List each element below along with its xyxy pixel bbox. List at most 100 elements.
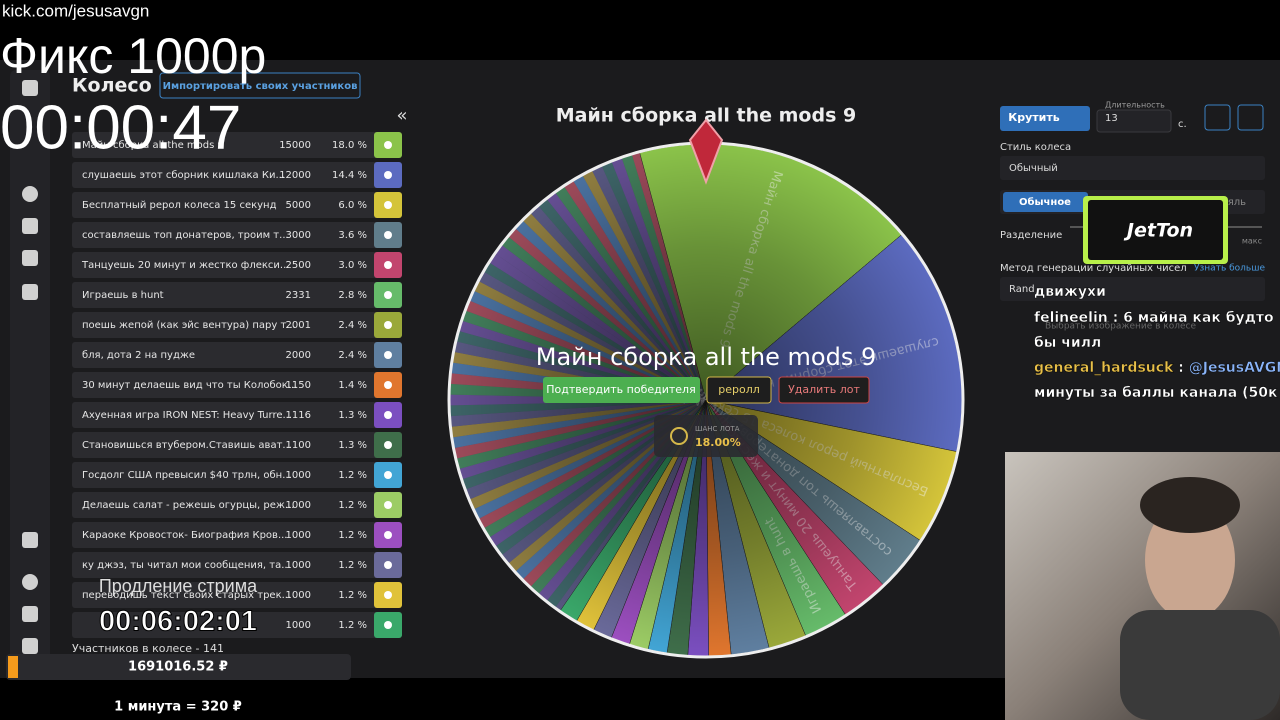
- style-select[interactable]: [1000, 156, 1265, 180]
- lot-amount: 5000: [286, 200, 311, 211]
- chat-user: general_hardsuck: [1034, 360, 1174, 376]
- pointer: [688, 118, 724, 185]
- delete-button[interactable]: [778, 376, 870, 404]
- lot-chance: 2.8 %: [338, 290, 367, 301]
- lot-row: [72, 522, 402, 548]
- chance-icon: [670, 427, 688, 445]
- chat: движухи felineelin : 6 майна как будто б…: [1034, 284, 1280, 401]
- lot-row: [72, 432, 402, 458]
- music-button[interactable]: [1237, 104, 1264, 131]
- extension-title: Продление стрима: [99, 576, 258, 596]
- lot-amount: 1000: [286, 530, 311, 541]
- lot-bulb: [384, 471, 392, 479]
- tab-label: Обычное: [1019, 196, 1071, 208]
- rng-select[interactable]: [1000, 277, 1265, 301]
- wheel-shade: [450, 144, 962, 656]
- extension-timer: 00:06:02:01: [99, 606, 257, 638]
- chat-text: 6 майна как будто: [1123, 310, 1274, 326]
- lot-bulb: [384, 621, 392, 629]
- total: 1691016.52 ₽: [128, 660, 228, 675]
- lot-name: Майн сборка all the mods 9: [82, 140, 224, 151]
- lot-name: Становишься втубером.Ставишь ават...: [82, 440, 292, 451]
- lot-chance: 1.3 %: [338, 440, 367, 451]
- webcam-body: [1120, 610, 1280, 720]
- lot-chance: 6.0 %: [338, 200, 367, 211]
- lot-chance: 2.4 %: [338, 320, 367, 331]
- lot-row: [72, 462, 402, 488]
- chance-box: [654, 415, 758, 457]
- icon[interactable]: [22, 218, 38, 234]
- lot-amount: 1100: [286, 440, 311, 451]
- confirm-button[interactable]: [543, 377, 700, 403]
- split-max: макс: [1242, 237, 1262, 246]
- icon[interactable]: [22, 574, 38, 590]
- lot-amount: 2000: [286, 350, 311, 361]
- lot-chance: 1.2 %: [338, 530, 367, 541]
- chat-message: движухи: [1034, 284, 1106, 300]
- icon[interactable]: [22, 250, 38, 266]
- ad-text: JetTon: [1123, 220, 1193, 242]
- lot-name: Госдолг США превысил $40 трлн, обн...: [82, 470, 292, 481]
- style-label: Стиль колеса: [1000, 142, 1071, 153]
- lot-row: [72, 192, 402, 218]
- split-label: Разделение: [1000, 230, 1062, 241]
- lot-amount: 15000: [279, 140, 311, 151]
- icon[interactable]: [22, 532, 38, 548]
- participants: Участников в колесе - 141: [72, 642, 224, 655]
- chance-title: ШАНС ЛОТА: [695, 425, 740, 433]
- icon[interactable]: [22, 186, 38, 202]
- lot-bulb: [384, 411, 392, 419]
- lot-bulb: [384, 501, 392, 509]
- lot-amount: 1000: [286, 500, 311, 511]
- lot-bulb: [384, 321, 392, 329]
- lot-name: Бесплатный рерол колеса 15 секунд: [82, 200, 277, 211]
- lot-bulb: [384, 171, 392, 179]
- icon[interactable]: [22, 284, 38, 300]
- chat-message: felineelin : 6 майна как будто бы чилл: [1034, 310, 1279, 351]
- lot-amount: 1000: [286, 620, 311, 631]
- rate: 1 минута = 320 ₽: [114, 700, 242, 715]
- lot-row: [72, 222, 402, 248]
- icon[interactable]: [22, 638, 38, 654]
- lot-bulb: [384, 351, 392, 359]
- confirm-label: Подтвердить победителя: [546, 383, 695, 396]
- lot-name: ку джэз, ты читал мои сообщения, та...: [82, 560, 291, 571]
- lot-row: [72, 162, 402, 188]
- lot-row: [72, 552, 402, 578]
- lot-row: [72, 372, 402, 398]
- dice-button[interactable]: [1204, 104, 1231, 131]
- panel-title: Колесо: [72, 75, 152, 97]
- learn-more[interactable]: Узнать больше: [1194, 264, 1265, 274]
- lot-row: [72, 612, 402, 638]
- rng-label: Метод генерации случайных чисел: [1000, 263, 1187, 274]
- lot-row: [72, 282, 402, 308]
- lot-bulb: [384, 441, 392, 449]
- lot-chance: 1.2 %: [338, 620, 367, 631]
- chat-separator: :: [1178, 360, 1184, 376]
- tab-active[interactable]: [1003, 192, 1088, 212]
- lot-row: [72, 582, 402, 608]
- lot-chance: 1.2 %: [338, 560, 367, 571]
- chat-text-wrap: минуты за баллы канала (50к - 2минуты): [1034, 385, 1280, 401]
- chat-text-wrap: бы чилл: [1034, 335, 1101, 351]
- spin-button[interactable]: [1000, 106, 1090, 131]
- lot-amount: 1150: [286, 380, 311, 391]
- icon[interactable]: [22, 80, 38, 96]
- lot-amount: 2001: [286, 320, 311, 331]
- lot-chance: 14.4 %: [332, 170, 367, 181]
- lot-amount: 3000: [286, 230, 311, 241]
- icon[interactable]: [22, 606, 38, 622]
- chat-message: general_hardsuck : @JesusAVGN делай мину…: [1034, 360, 1280, 401]
- duration-input[interactable]: [1096, 109, 1172, 133]
- collapse-button[interactable]: «: [396, 105, 407, 126]
- reroll-button[interactable]: [706, 376, 772, 404]
- sidebar-icons: [22, 80, 38, 654]
- webcam-hair: [1140, 477, 1240, 533]
- import-button[interactable]: [159, 72, 361, 99]
- lot-name: Делаешь салат - режешь огурцы, реж...: [82, 500, 294, 511]
- delete-label: Удалить лот: [788, 383, 860, 396]
- lot-bulb: [384, 381, 392, 389]
- import-button-label: Импортировать своих участников: [163, 81, 358, 92]
- lot-bulb: [384, 531, 392, 539]
